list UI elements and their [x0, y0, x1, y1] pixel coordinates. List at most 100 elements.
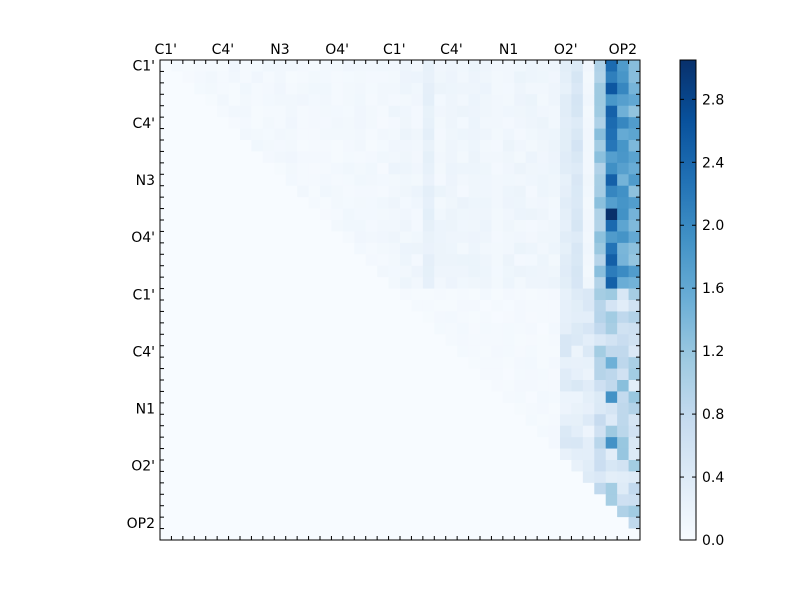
heatmap-cell	[171, 105, 184, 118]
heatmap-cell	[582, 357, 595, 370]
heatmap-cell	[468, 391, 481, 404]
heatmap-cell	[445, 448, 458, 461]
heatmap-cell	[160, 242, 172, 255]
heatmap-cell	[537, 448, 550, 461]
heatmap-cell	[628, 448, 641, 461]
heatmap-cell	[251, 140, 264, 152]
heatmap-cell	[251, 208, 264, 221]
heatmap-cell	[434, 380, 447, 392]
heatmap-cell	[457, 151, 470, 164]
heatmap-cell	[342, 380, 355, 392]
heatmap-cell	[182, 448, 195, 461]
heatmap-cell	[365, 208, 378, 221]
heatmap-cell	[251, 71, 264, 84]
heatmap-cell	[480, 277, 492, 290]
heatmap-cell	[491, 368, 504, 381]
x-tick-label: O2'	[554, 42, 578, 58]
heatmap-cell	[468, 254, 481, 267]
heatmap-cell	[537, 437, 550, 450]
heatmap-cell	[354, 357, 367, 370]
heatmap-cell	[388, 380, 401, 392]
heatmap-cell	[468, 288, 481, 301]
heatmap-cell	[628, 517, 641, 530]
heatmap-cell	[320, 471, 332, 484]
heatmap-cell	[228, 528, 241, 541]
heatmap-cell	[274, 220, 287, 232]
heatmap-cell	[594, 105, 607, 118]
heatmap-cell	[525, 494, 538, 507]
heatmap-cell	[228, 494, 241, 507]
heatmap-cell	[194, 482, 207, 495]
heatmap-cell	[160, 208, 172, 221]
heatmap-cell	[308, 517, 321, 530]
heatmap-cell	[194, 254, 207, 267]
heatmap-cell	[594, 345, 607, 358]
heatmap-cell	[182, 288, 195, 301]
heatmap-cell	[594, 460, 607, 472]
heatmap-cell	[388, 71, 401, 84]
heatmap-cell	[502, 402, 515, 415]
heatmap-cell	[617, 334, 630, 347]
heatmap-cell	[560, 402, 572, 415]
heatmap-cell	[285, 380, 298, 392]
heatmap-cell	[205, 220, 218, 232]
heatmap-cell	[582, 402, 595, 415]
heatmap-cell	[422, 471, 435, 484]
heatmap-cell	[468, 128, 481, 141]
heatmap-cell	[594, 391, 607, 404]
heatmap-cell	[525, 334, 538, 347]
heatmap-cell	[400, 140, 412, 152]
heatmap-cell	[560, 277, 572, 290]
heatmap-cell	[502, 162, 515, 175]
heatmap-cell	[217, 185, 230, 198]
heatmap-cell	[480, 231, 492, 244]
heatmap-cell	[480, 94, 492, 107]
heatmap-cell	[320, 380, 332, 392]
heatmap-cell	[502, 208, 515, 221]
heatmap-cell	[240, 380, 252, 392]
heatmap-cell	[217, 174, 230, 187]
heatmap-cell	[457, 380, 470, 392]
heatmap-cell	[251, 242, 264, 255]
heatmap-cell	[422, 505, 435, 518]
heatmap-cell	[377, 380, 390, 392]
heatmap-cell	[628, 197, 641, 210]
heatmap-cell	[228, 345, 241, 358]
heatmap-cell	[491, 322, 504, 335]
heatmap-cell	[274, 208, 287, 221]
heatmap-cell	[285, 174, 298, 187]
heatmap-cell	[342, 151, 355, 164]
heatmap-cell	[388, 334, 401, 347]
heatmap-cell	[354, 437, 367, 450]
heatmap-cell	[182, 425, 195, 438]
heatmap-cell	[205, 414, 218, 427]
heatmap-cell	[468, 460, 481, 472]
heatmap-cell	[422, 311, 435, 324]
heatmap-cell	[251, 117, 264, 130]
heatmap-cell	[171, 277, 184, 290]
heatmap-cell	[422, 322, 435, 335]
heatmap-cell	[182, 151, 195, 164]
heatmap-cell	[274, 448, 287, 461]
heatmap-cell	[160, 528, 172, 541]
heatmap-cell	[468, 105, 481, 118]
heatmap-cell	[400, 437, 412, 450]
heatmap-cell	[331, 300, 344, 312]
heatmap-cell	[468, 300, 481, 312]
heatmap-cell	[537, 494, 550, 507]
heatmap-cell	[308, 162, 321, 175]
heatmap-cell	[285, 265, 298, 278]
heatmap-cell	[411, 414, 424, 427]
heatmap-cell	[194, 265, 207, 278]
heatmap-cell	[411, 437, 424, 450]
heatmap-cell	[217, 345, 230, 358]
heatmap-cell	[297, 288, 310, 301]
heatmap-cell	[605, 482, 618, 495]
heatmap-cell	[377, 254, 390, 267]
heatmap-cell	[457, 391, 470, 404]
heatmap-cell	[342, 140, 355, 152]
heatmap-cell	[422, 71, 435, 84]
heatmap-cell	[468, 94, 481, 107]
heatmap-cell	[445, 460, 458, 472]
heatmap-cell	[365, 288, 378, 301]
